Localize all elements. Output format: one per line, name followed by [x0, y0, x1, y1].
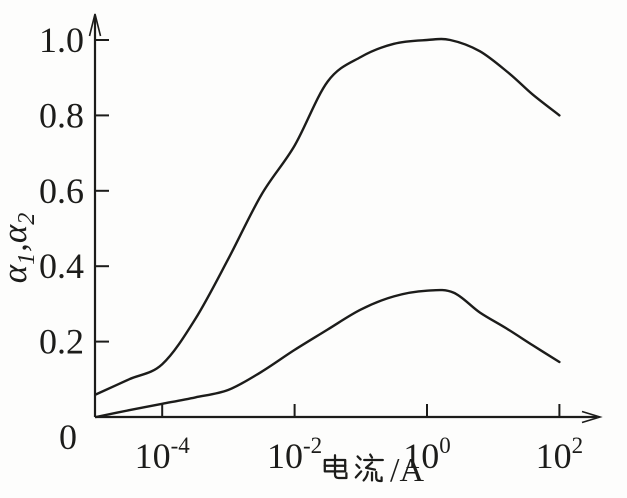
cjk-stroke [355, 463, 361, 469]
curve-alpha2 [94, 288, 561, 419]
y-axis-arrow-icon [88, 13, 102, 37]
cjk-stroke [375, 470, 383, 483]
cjk-stroke [364, 461, 377, 471]
curve-alpha1 [94, 37, 561, 396]
cjk-stroke [354, 470, 363, 479]
x-axis-title-cjk-glyph [354, 453, 384, 483]
y-tick-label: 0.2 [39, 322, 84, 362]
y-tick-label: 0.6 [39, 171, 84, 211]
x-tick-label: 10-2 [267, 433, 322, 476]
y-tick-label: 0.8 [39, 95, 84, 135]
y-tick-label: 0.4 [39, 246, 84, 286]
cjk-stroke [362, 470, 369, 482]
x-axis-title-unit: /A [390, 452, 424, 489]
x-axis-title-cjk-glyph [323, 454, 348, 480]
cjk-stroke [369, 453, 374, 459]
cjk-stroke [333, 454, 348, 480]
x-tick-label: 102 [536, 433, 584, 476]
origin-label: 0 [59, 417, 77, 457]
y-axis-title: α1,α2 [0, 213, 40, 284]
x-tick-label: 100 [403, 433, 451, 476]
y-tick-label: 1.0 [39, 20, 84, 60]
x-tick-label: 10-4 [135, 433, 191, 476]
cjk-stroke [323, 458, 347, 473]
x-axis-arrow-icon [581, 410, 603, 424]
cjk-stroke [356, 455, 362, 461]
x-axis-title: /A [323, 452, 424, 489]
